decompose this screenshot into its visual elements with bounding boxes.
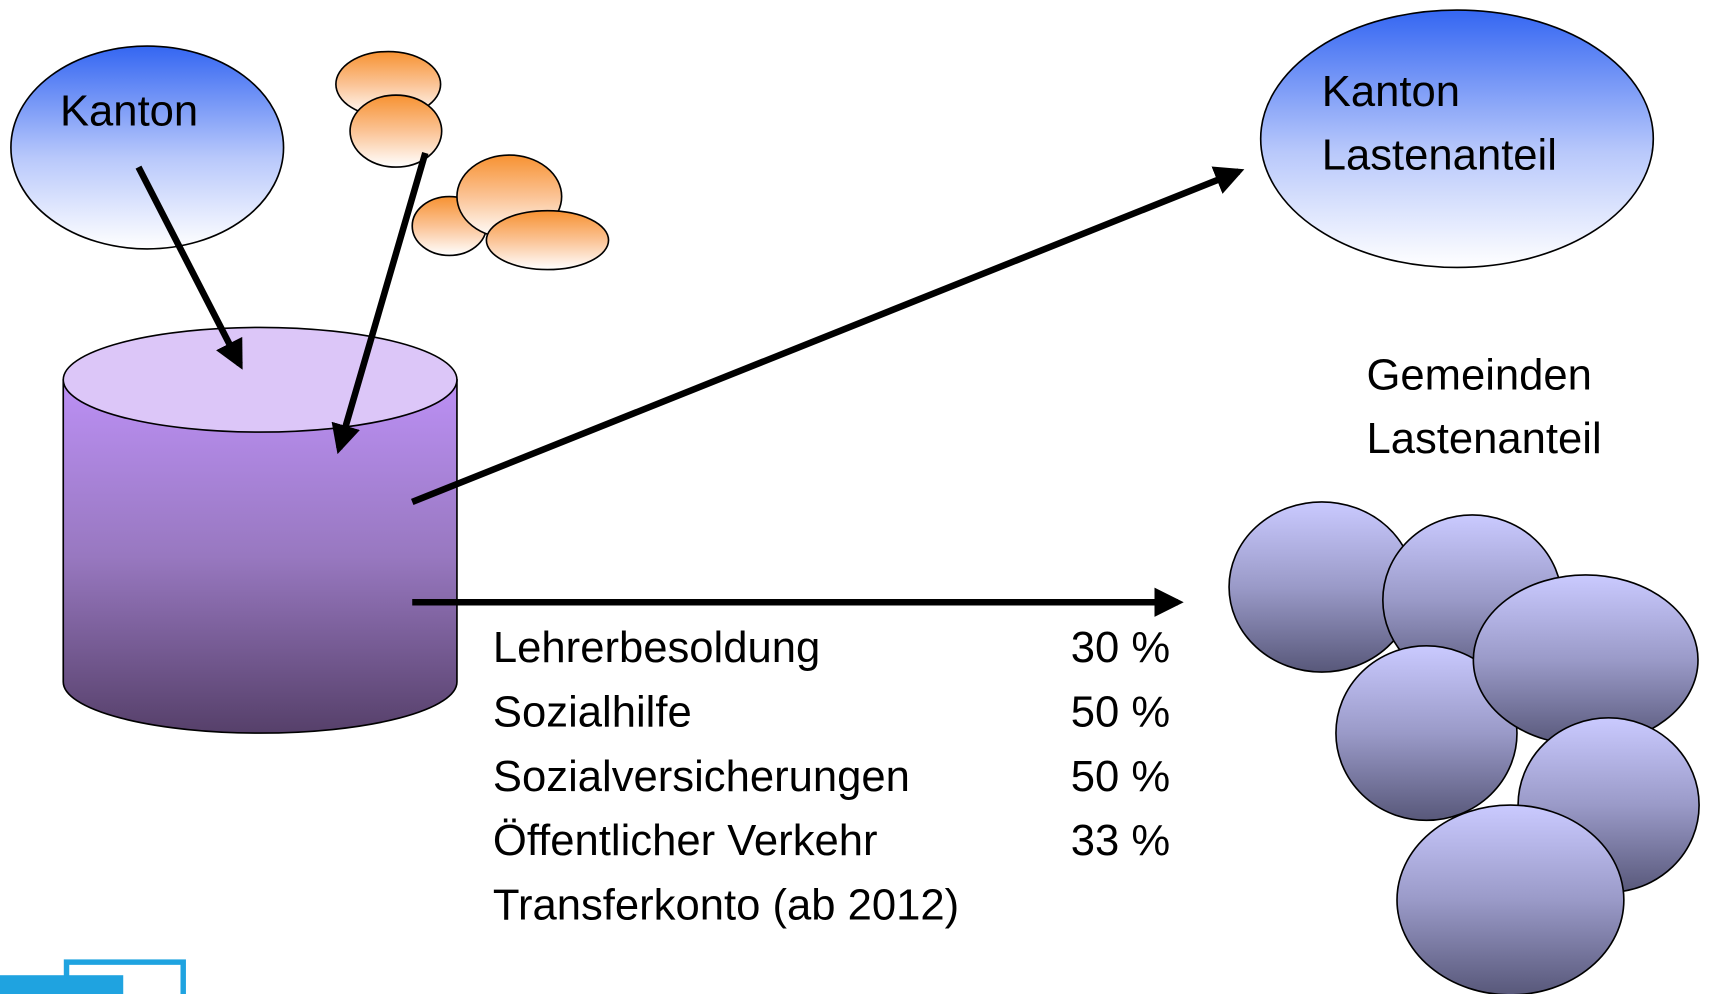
gemeinden-label: Lastenanteil (1366, 415, 1601, 463)
kanton-target (1259, 9, 1655, 269)
gemeinden-blobs (1228, 501, 1700, 994)
pool-cylinder (62, 326, 458, 734)
item-label: Lehrerbesoldung (493, 624, 820, 672)
gemeinden-label: Gemeinden (1366, 352, 1591, 400)
arrows (135, 152, 1245, 617)
item-label: Sozialhilfe (493, 689, 692, 737)
logo-bar (0, 975, 124, 994)
blob (349, 94, 443, 168)
item-label: Transferkonto (ab 2012) (493, 882, 959, 930)
blob (1335, 645, 1518, 822)
blob (1396, 804, 1625, 994)
arrow (135, 165, 243, 370)
kanton-target-label: Kanton (1322, 68, 1460, 116)
item-share: 50 % (1071, 753, 1170, 801)
item-share: 33 % (1071, 817, 1170, 865)
kanton-source (10, 45, 285, 250)
kanton-label: Kanton (60, 88, 198, 136)
arrow (331, 152, 429, 455)
blob (485, 209, 610, 271)
cylinder-body (62, 378, 458, 734)
cylinder-top (62, 326, 458, 433)
item-share: 50 % (1071, 689, 1170, 737)
blob (1472, 574, 1699, 746)
logo (0, 959, 186, 994)
arrow (411, 166, 1245, 505)
item-share: 30 % (1071, 624, 1170, 672)
income-blobs (335, 50, 610, 271)
kanton-target-label: Lastenanteil (1322, 131, 1557, 179)
item-label: Öffentlicher Verkehr (493, 817, 878, 865)
item-label: Sozialversicherungen (493, 753, 910, 801)
